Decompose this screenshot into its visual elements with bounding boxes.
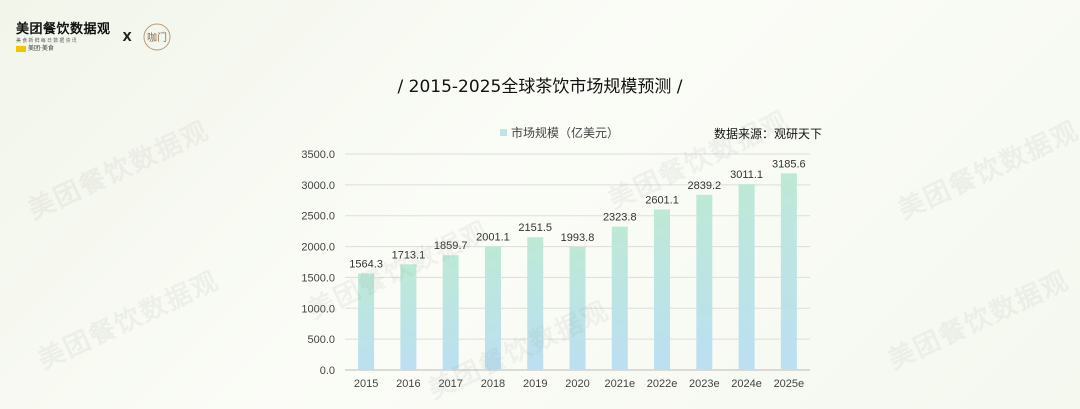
y-tick-label: 1000.0 — [301, 303, 335, 315]
brand-name: 美团餐饮数据观 — [16, 21, 111, 37]
bar-2019 — [527, 237, 544, 370]
bar-2023e — [696, 194, 713, 370]
x-tick-label-2018: 2018 — [481, 378, 505, 390]
partner-logo: 咖门 — [143, 23, 171, 51]
bar-2022e — [654, 209, 671, 370]
data-label-2023e: 2839.2 — [687, 180, 721, 192]
x-tick-label-2021e: 2021e — [604, 378, 635, 390]
data-label-2020: 1993.8 — [561, 232, 595, 244]
brand-tag-icon — [16, 45, 26, 52]
y-tick-label: 3000.0 — [301, 180, 335, 192]
data-label-2025e: 3185.6 — [772, 158, 806, 170]
legend-label: 市场规模（亿美元） — [511, 126, 620, 140]
brand-sub-logo: 美团·美食 — [16, 45, 111, 53]
chart-title: / 2015-2025全球茶饮市场规模预测 / — [397, 77, 683, 97]
x-tick-label-2017: 2017 — [438, 378, 462, 390]
bar-2016 — [400, 264, 417, 370]
data-source: 数据来源：观研天下 — [714, 127, 823, 141]
brand-slogan: 美食新鲜每日数据资讯 — [16, 37, 79, 44]
data-label-2019: 2151.5 — [518, 222, 552, 234]
x-tick-label-2015: 2015 — [354, 378, 378, 390]
data-label-2024e: 3011.1 — [730, 169, 763, 181]
data-label-2015: 1564.3 — [349, 258, 383, 270]
x-tick-label-2023e: 2023e — [689, 378, 720, 390]
bar-2015 — [358, 273, 375, 370]
data-label-2021e: 2323.8 — [603, 212, 637, 224]
x-tick-label-2022e: 2022e — [647, 378, 678, 390]
x-tick-label-2016: 2016 — [396, 378, 420, 390]
bar-2021e — [611, 226, 628, 370]
y-tick-label: 500.0 — [307, 334, 335, 346]
y-tick-label: 2000.0 — [301, 242, 335, 254]
x-tick-label-2025e: 2025e — [774, 378, 805, 390]
y-tick-label: 3500.0 — [301, 149, 335, 161]
bar-2020 — [569, 246, 586, 370]
y-tick-label: 2500.0 — [301, 211, 335, 223]
data-label-2018: 2001.1 — [476, 232, 510, 244]
data-label-2017: 1859.7 — [434, 240, 468, 252]
data-label-2016: 1713.1 — [392, 249, 426, 261]
bar-2025e — [780, 173, 797, 370]
y-tick-label: 0.0 — [320, 365, 335, 377]
brand-logo-text: 美团餐饮数据观 美食新鲜每日数据资讯 美团·美食 — [16, 22, 111, 53]
svg-text:咖门: 咖门 — [147, 31, 167, 44]
brand-logo: 美团餐饮数据观 美食新鲜每日数据资讯 美团·美食 X 咖门 — [16, 20, 172, 54]
bar-2024e — [738, 184, 755, 370]
x-tick-label-2020: 2020 — [565, 378, 589, 390]
y-tick-label: 1500.0 — [301, 272, 335, 284]
legend-swatch — [500, 129, 507, 136]
x-tick-label-2024e: 2024e — [731, 378, 762, 390]
data-label-2022e: 2601.1 — [645, 194, 679, 206]
x-tick-label-2019: 2019 — [523, 378, 547, 390]
collab-separator: X — [122, 30, 132, 44]
bar-2017 — [442, 255, 459, 370]
brand-sub-name: 美团·美食 — [28, 44, 54, 52]
chart-legend: 市场规模（亿美元） — [500, 124, 619, 141]
bar-2018 — [484, 246, 501, 370]
